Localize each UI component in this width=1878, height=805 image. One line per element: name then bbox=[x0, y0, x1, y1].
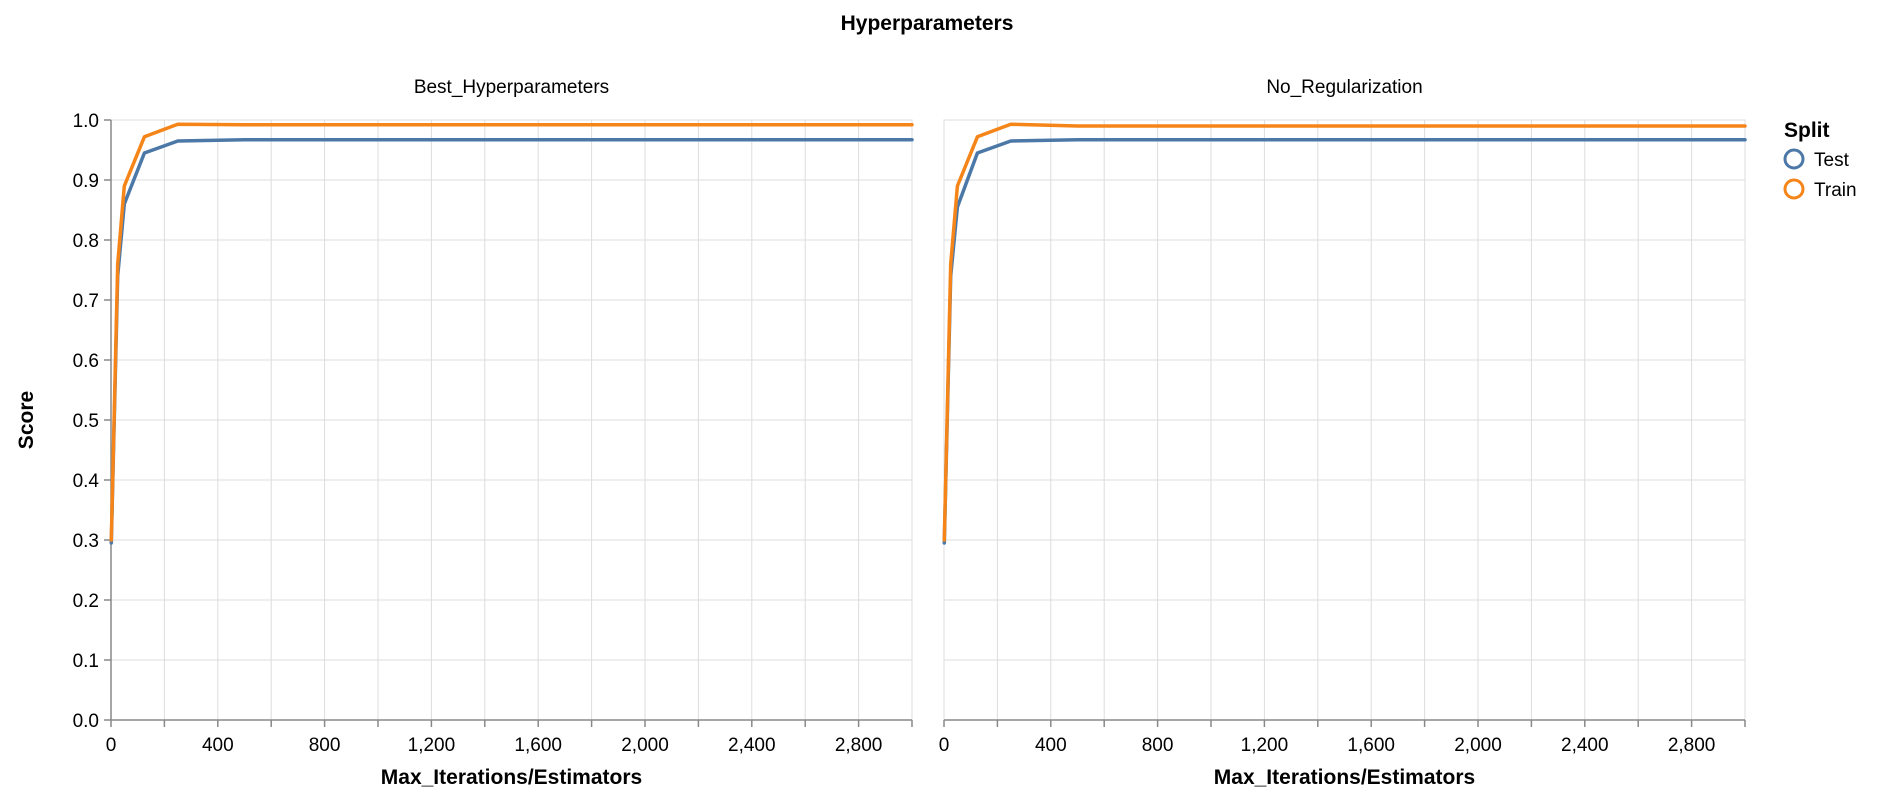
x-tick-label: 2,000 bbox=[621, 735, 669, 756]
y-tick-label: 0.7 bbox=[73, 291, 99, 312]
facet-panel-1: Best_Hyperparameters 0 400 800 1,200 1,600 2,0… bbox=[73, 77, 914, 789]
x-tick-label: 400 bbox=[1035, 735, 1067, 756]
y-tick-label: 0.1 bbox=[73, 651, 99, 672]
y-tick-label: 0.2 bbox=[73, 591, 99, 612]
x-tick-label: 400 bbox=[202, 735, 234, 756]
series-line-train bbox=[109, 122, 914, 542]
legend-label-train: Train bbox=[1814, 180, 1857, 201]
x-tick-label: 2,800 bbox=[1668, 735, 1716, 756]
x-tick-label: 2,400 bbox=[728, 735, 776, 756]
x-tick-label: 1,600 bbox=[1347, 735, 1395, 756]
y-tick-label: 1.0 bbox=[73, 111, 99, 132]
series-line-train bbox=[942, 122, 1747, 542]
x-tick-label: 2,000 bbox=[1454, 735, 1502, 756]
legend-title: Split bbox=[1784, 119, 1830, 142]
y-tick-label: 0.8 bbox=[73, 231, 99, 252]
legend-symbol-train bbox=[1783, 178, 1805, 200]
x-tick-label: 800 bbox=[1142, 735, 1174, 756]
x-tick-label: 0 bbox=[939, 735, 950, 756]
facet-panel-2: No_Regularization 0 400 800 1,200 1,600 2,000 2… bbox=[939, 77, 1747, 789]
facets: Best_Hyperparameters 0 400 800 1,200 1,600 2,0… bbox=[73, 77, 1747, 789]
series-line-test bbox=[942, 138, 1747, 545]
x-tick-label: 0 bbox=[106, 735, 117, 756]
y-tick-label: 0.9 bbox=[73, 171, 99, 192]
y-tick-label: 0.0 bbox=[73, 711, 99, 732]
x-tick-label: 1,200 bbox=[1241, 735, 1289, 756]
chart-title: Hyperparameters bbox=[841, 12, 1014, 35]
y-tick-label: 0.3 bbox=[73, 531, 99, 552]
y-tick-label: 0.5 bbox=[73, 411, 99, 432]
y-tick-label: 0.4 bbox=[73, 471, 100, 492]
facet-title: Best_Hyperparameters bbox=[414, 77, 609, 98]
legend-symbol-test bbox=[1783, 148, 1805, 170]
legend: Split Test Train bbox=[1783, 119, 1857, 201]
x-tick-label: 2,800 bbox=[835, 735, 883, 756]
x-tick-label: 1,600 bbox=[514, 735, 562, 756]
x-axis-title: Max_Iterations/Estimators bbox=[1214, 766, 1475, 789]
legend-label-test: Test bbox=[1814, 150, 1850, 171]
x-axis-title: Max_Iterations/Estimators bbox=[381, 766, 642, 789]
x-tick-label: 800 bbox=[309, 735, 341, 756]
y-tick-label: 0.6 bbox=[73, 351, 99, 372]
x-tick-label: 1,200 bbox=[408, 735, 456, 756]
x-tick-label: 2,400 bbox=[1561, 735, 1609, 756]
y-axis-title: Score bbox=[15, 391, 38, 449]
facet-title: No_Regularization bbox=[1266, 77, 1422, 98]
series-line-test bbox=[109, 138, 914, 545]
